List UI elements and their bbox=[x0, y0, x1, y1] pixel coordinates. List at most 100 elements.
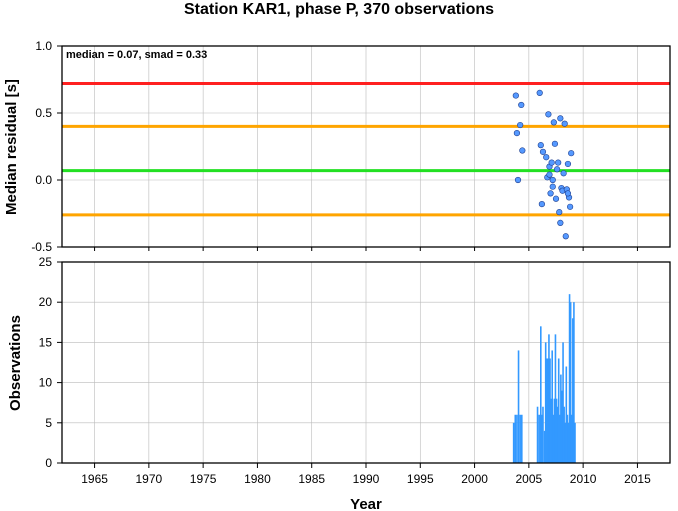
bar bbox=[541, 414, 543, 463]
data-point bbox=[539, 148, 547, 155]
bar bbox=[552, 414, 555, 463]
data-point bbox=[567, 203, 574, 210]
top-panel-grid bbox=[62, 45, 670, 248]
data-point bbox=[543, 154, 550, 161]
bar bbox=[514, 414, 517, 463]
x-tick-label: 1980 bbox=[244, 472, 271, 486]
top-y-tick-label: -0.5 bbox=[31, 240, 52, 254]
bar bbox=[536, 406, 539, 463]
bottom-y-tick-label: 25 bbox=[39, 255, 53, 269]
top-y-axis-label: Median residual [s] bbox=[3, 79, 20, 215]
x-tick-label: 1990 bbox=[353, 472, 380, 486]
bar bbox=[570, 414, 573, 463]
bottom-y-axis-label: Observations bbox=[7, 315, 24, 411]
x-tick-label: 1985 bbox=[298, 472, 325, 486]
data-point bbox=[514, 176, 522, 184]
data-point bbox=[556, 209, 563, 216]
data-point bbox=[552, 195, 560, 202]
bar bbox=[556, 406, 559, 463]
data-point bbox=[536, 89, 543, 96]
data-point bbox=[561, 120, 568, 127]
x-tick-label: 2000 bbox=[461, 472, 488, 486]
data-point bbox=[564, 190, 572, 197]
top-y-tick-label: 1.0 bbox=[35, 39, 52, 53]
data-point bbox=[560, 170, 567, 177]
data-point bbox=[547, 190, 554, 197]
bar bbox=[549, 358, 551, 463]
bottom-y-tick-label: 0 bbox=[45, 456, 52, 470]
bar bbox=[548, 334, 550, 463]
data-point bbox=[546, 171, 553, 178]
data-point bbox=[557, 115, 564, 122]
bar bbox=[569, 302, 572, 463]
bar bbox=[544, 342, 547, 463]
data-point bbox=[545, 111, 552, 118]
x-axis-label: Year bbox=[350, 496, 382, 511]
data-point bbox=[512, 92, 519, 99]
bar bbox=[555, 398, 558, 463]
data-point bbox=[562, 233, 569, 240]
bar bbox=[573, 302, 575, 463]
bar bbox=[572, 318, 574, 463]
data-point bbox=[517, 121, 524, 129]
bottom-y-tick-label: 10 bbox=[39, 376, 53, 390]
data-point bbox=[549, 176, 556, 184]
bar bbox=[559, 414, 561, 463]
bar bbox=[516, 414, 518, 463]
x-tick-label: 2010 bbox=[570, 472, 597, 486]
bar bbox=[512, 422, 515, 463]
bar bbox=[547, 358, 549, 463]
bar bbox=[564, 422, 567, 463]
bar bbox=[519, 414, 521, 463]
data-point bbox=[519, 147, 526, 154]
bar bbox=[562, 342, 564, 463]
bar bbox=[517, 350, 520, 463]
x-tick-label: 1965 bbox=[81, 472, 108, 486]
bar bbox=[567, 422, 570, 463]
bar bbox=[574, 422, 576, 463]
data-point bbox=[550, 119, 557, 126]
x-tick-label: 2015 bbox=[624, 472, 651, 486]
x-tick-label: 2005 bbox=[516, 472, 543, 486]
bar bbox=[565, 366, 568, 463]
bar bbox=[545, 358, 548, 463]
data-point bbox=[555, 159, 562, 166]
stats-annotation: median = 0.07, smad = 0.33 bbox=[66, 49, 207, 61]
chart-title: Station KAR1, phase P, 370 observations bbox=[183, 1, 495, 18]
bar bbox=[557, 358, 560, 463]
top-y-tick-label: 0.5 bbox=[35, 106, 52, 120]
bar bbox=[551, 350, 553, 463]
x-tick-label: 1995 bbox=[407, 472, 434, 486]
bottom-y-tick-label: 5 bbox=[45, 416, 52, 430]
bar bbox=[521, 414, 523, 463]
bar bbox=[540, 326, 542, 463]
data-point bbox=[538, 201, 545, 208]
data-point bbox=[553, 166, 561, 173]
x-tick-label: 1975 bbox=[190, 472, 217, 486]
residual-points bbox=[512, 89, 575, 240]
bar bbox=[550, 398, 552, 463]
data-point bbox=[568, 150, 575, 157]
observation-bars bbox=[512, 294, 576, 463]
bottom-panel-grid bbox=[62, 261, 670, 464]
bar bbox=[543, 430, 546, 463]
data-point bbox=[564, 160, 572, 168]
data-point bbox=[513, 130, 521, 137]
bar bbox=[560, 374, 562, 463]
data-point bbox=[537, 142, 544, 149]
bar bbox=[566, 414, 569, 463]
data-point bbox=[549, 183, 556, 190]
data-point bbox=[551, 140, 559, 147]
bar bbox=[538, 414, 540, 463]
bar bbox=[553, 398, 556, 463]
data-point bbox=[557, 219, 564, 226]
reference-lines bbox=[62, 82, 670, 217]
data-point bbox=[548, 159, 555, 166]
axis-ticks: 1965 1970 1975 1980 1985 1990 1995 2000 2005 2010… bbox=[31, 39, 651, 486]
bar bbox=[568, 294, 571, 463]
bottom-y-tick-label: 20 bbox=[39, 295, 53, 309]
bar bbox=[542, 406, 544, 463]
top-y-tick-label: 0.0 bbox=[35, 173, 52, 187]
bar bbox=[563, 406, 565, 463]
